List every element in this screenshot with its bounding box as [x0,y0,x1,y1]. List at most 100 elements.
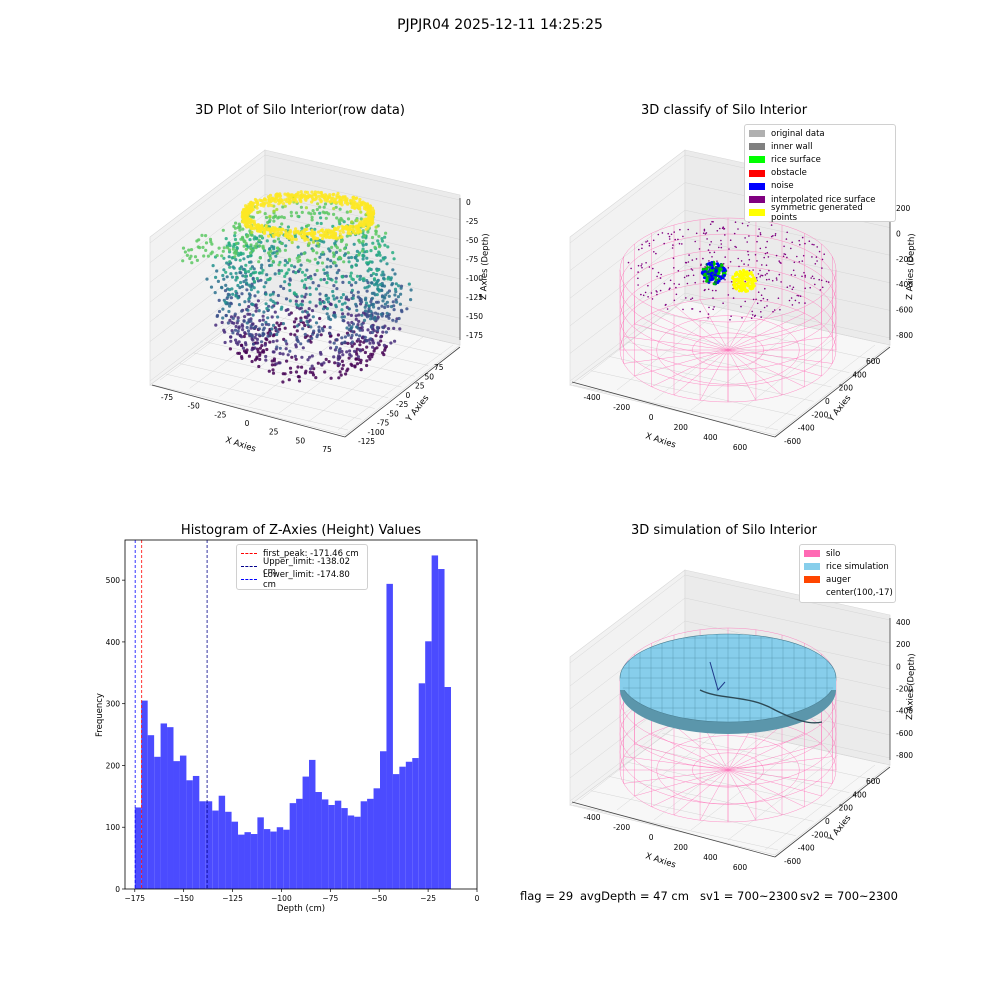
raw-point [312,211,317,216]
raw-point [320,261,325,265]
raw-point [243,341,248,345]
raw-point [236,296,240,300]
silo-floor-spoke [651,349,729,387]
histogram-title: Histogram of Z-Axies (Height) Values [180,523,422,538]
raw-point [244,204,248,208]
raw-point [294,357,298,361]
interpolated-point [763,306,766,309]
raw-point [340,341,344,345]
classify-legend-item: interpolated rice surface [745,193,895,206]
interpolated-point [685,275,688,277]
silo-floor-spoke [727,349,833,364]
raw-point [240,309,244,313]
raw-point [260,350,264,354]
histogram-bar [405,761,413,889]
raw-point [272,209,276,213]
raw-point [346,251,350,255]
raw-point [342,253,347,257]
raw-point [361,229,365,233]
raw-point [321,307,326,311]
raw-point [275,345,279,349]
raw-point [276,237,280,241]
interpolated-point [705,232,708,234]
raw-point [325,307,329,311]
raw-point [234,338,238,342]
interpolated-point [732,297,735,299]
raw-point [317,325,321,329]
interpolated-point [813,243,815,246]
raw-point [240,213,244,217]
interpolated-point [687,228,689,231]
raw-point [326,296,331,300]
interpolated-point [719,227,721,230]
raw-point [386,277,390,281]
raw-point [282,216,286,220]
raw-point [377,234,381,238]
raw-point [253,358,257,362]
raw-point [296,304,300,308]
raw-point [362,234,367,238]
interpolated-point [651,298,654,300]
raw-point [369,314,373,318]
interpolated-point [640,265,642,267]
symmetric-point [751,273,754,277]
interpolated-point [727,294,730,296]
raw-point [327,247,331,251]
raw-point [248,312,252,316]
classify-y-tick: -400 [798,424,815,433]
interpolated-point [682,308,684,311]
histogram-legend: first_peak: -171.46 cm Upper_limit: -138.… [236,544,368,590]
raw-y-tick: -25 [396,400,408,409]
rice-surface-point [720,263,724,267]
raw-point [319,199,323,203]
raw-point [348,209,353,214]
interpolated-point [747,254,750,256]
raw-point [369,300,373,304]
interpolated-point [737,228,739,230]
raw-point [334,237,338,241]
raw-point [348,225,352,229]
simulation-rice-surface [619,633,837,734]
rice-surface-point [709,269,713,272]
interpolated-point [637,284,639,286]
interpolated-point [804,287,806,290]
raw-point [204,248,208,252]
raw-point [183,250,187,254]
raw-point [356,355,360,359]
raw-point [193,255,198,259]
histogram-legend-label: first_peak: -171.46 cm [263,548,359,559]
raw-point [308,355,312,359]
interpolated-point [757,273,760,275]
raw-point [288,288,292,293]
raw-point [270,363,274,367]
interpolated-point [686,282,689,285]
histogram-reference-lines [134,540,208,889]
raw-point [288,366,293,370]
raw-point [260,271,264,275]
raw-point [373,245,377,249]
raw-point [355,347,359,351]
simulation-z-tick: 0 [896,662,901,671]
raw-point [369,273,373,278]
interpolated-point [723,228,725,230]
raw-point [359,217,363,221]
raw-point [248,254,253,258]
raw-point [318,316,322,321]
raw-point [244,278,248,282]
raw-point [234,341,239,345]
raw-point [354,317,358,321]
interpolated-point [786,286,789,288]
raw-point [294,211,299,215]
raw-point [367,355,371,359]
raw-point [244,270,248,274]
raw-point [272,235,276,239]
raw-point [283,263,287,267]
raw-point [337,299,341,303]
raw-point [234,271,238,275]
raw-point [344,224,349,228]
raw-point [224,270,228,274]
raw-point [222,246,226,250]
raw-point [313,236,317,240]
raw-point [250,348,254,352]
raw-point [290,264,294,268]
